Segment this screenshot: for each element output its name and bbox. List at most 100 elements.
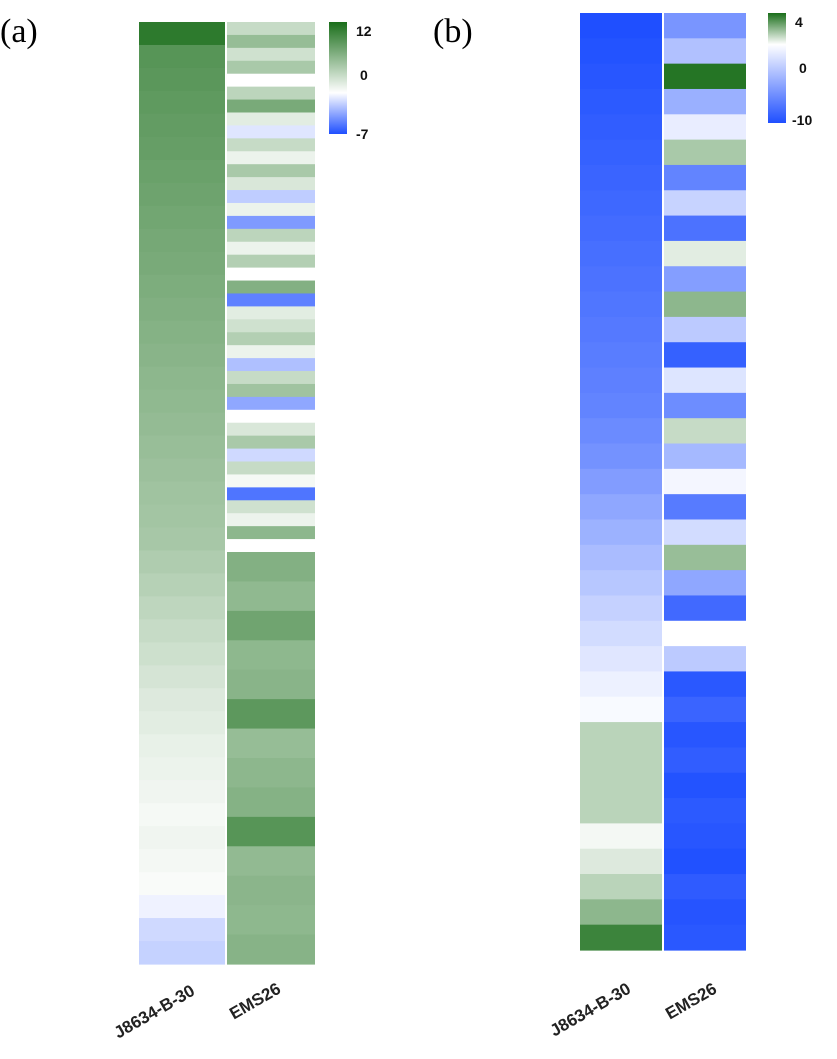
heatmap-b-col1-cell: [580, 63, 662, 90]
heatmap-b-col2-cell: [664, 342, 746, 369]
heatmap-b-col2-cell: [664, 595, 746, 622]
heatmap-b-col2-cell: [664, 190, 746, 217]
panel-a: (a) 12 0 -7 J8634-B-30 EMS26: [0, 13, 372, 1042]
heatmap-b-col2-cell: [664, 722, 746, 748]
heatmap-a-col2-cell: [227, 383, 315, 398]
heatmap-b-col2-cell: [664, 240, 746, 267]
heatmap-a-col2-lower-cell: [227, 934, 315, 965]
heatmap-a-col1-cell: [139, 642, 225, 666]
heatmap-a-col1-cell: [139, 458, 225, 483]
heatmap-a-col2-cell: [227, 526, 315, 540]
heatmap-b-col1-cell: [580, 671, 662, 698]
heatmap-a-col2-cell: [227, 99, 315, 114]
heatmap-a-col1-cell: [139, 366, 225, 391]
heatmap-a-col2-cell: [227, 487, 315, 501]
heatmap-a-col1-cell: [139, 412, 225, 437]
heatmap-a-col1-cell: [139, 711, 225, 735]
heatmap-b-col2-cell: [664, 13, 746, 39]
heatmap-a-col2-cell: [227, 112, 315, 127]
column-label-a-1: J8634-B-30: [111, 981, 198, 1042]
heatmap-b-col1-cell: [580, 266, 662, 293]
heatmap-a-col2-cell: [227, 190, 315, 204]
heatmap-b-col1-cell: [580, 823, 662, 850]
heatmap-b-col1-cell: [580, 544, 662, 571]
heatmap-a-col2-cell: [227, 306, 315, 320]
heatmap-b-col1-cell: [580, 392, 662, 419]
heatmap-a-col2-cell: [227, 60, 315, 75]
heatmap-a-col1-cell: [139, 113, 225, 138]
heatmap-a-col2-cell: [227, 202, 315, 217]
heatmap-a-col1-cell: [139, 550, 225, 575]
heatmap-a-col1-cell: [139, 665, 225, 689]
heatmap-a-col1-cell: [139, 780, 225, 804]
heatmap-b-col2-cell: [664, 823, 746, 850]
heatmap-b-col2-cell: [664, 696, 746, 723]
heatmap-a-col2-cell: [227, 267, 315, 282]
heatmap-a-col1-cell: [139, 343, 225, 368]
heatmap-a-col1-cell: [139, 504, 225, 529]
heatmap-a-col2-lower-cell: [227, 610, 315, 641]
heatmap-b-col1-cell: [580, 114, 662, 141]
heatmap-b-col2-cell: [664, 63, 746, 90]
heatmap-a-col1-cell: [139, 22, 225, 46]
heatmap-b-cells: [580, 13, 746, 951]
colorbar-b-tick-mid: 0: [799, 60, 807, 76]
heatmap-a-col2-cell: [227, 293, 315, 307]
colorbar-b-tick-min: -10: [792, 112, 812, 128]
heatmap-b-col1-cell: [580, 696, 662, 723]
heatmap-a-col2-cell: [227, 396, 315, 411]
colorbar-a-tick-min: -7: [356, 126, 369, 142]
column-label-b-1: J8634-B-30: [547, 979, 634, 1040]
heatmap-a-col2-lower-cell: [227, 669, 315, 700]
colorbar-a-tick-mid: 0: [360, 67, 368, 83]
heatmap-a-col1-cell: [139, 619, 225, 643]
heatmap-b-col1-cell: [580, 595, 662, 622]
heatmap-b-col2-cell: [664, 671, 746, 698]
heatmap-a-col2-cell: [227, 332, 315, 346]
heatmap-b-col2-cell: [664, 544, 746, 571]
heatmap-b-col1-cell: [580, 38, 662, 65]
panel-b-label: (b): [433, 13, 473, 50]
heatmap-a-col2-cell: [227, 73, 315, 88]
heatmap-b-col2-cell: [664, 367, 746, 394]
heatmap-b-col1-cell: [580, 798, 662, 824]
heatmap-a-col2-cell: [227, 241, 315, 256]
heatmap-b-col2-cell: [664, 747, 746, 774]
heatmap-a-col1-cell: [139, 596, 225, 620]
heatmap-b-col2-cell: [664, 266, 746, 293]
heatmap-b-col1-cell: [580, 443, 662, 470]
heatmap-b-col2-cell: [664, 392, 746, 419]
heatmap-a-col1-cell: [139, 320, 225, 345]
heatmap-a-col2-cell: [227, 254, 315, 269]
heatmap-b-col2-cell: [664, 646, 746, 673]
heatmap-a-col1-cell: [139, 435, 225, 460]
heatmap-a-col2-cell: [227, 47, 315, 62]
heatmap-a-col2-cell: [227, 435, 315, 450]
heatmap-a-col2-lower-cell: [227, 552, 315, 583]
heatmap-a-col2-cell: [227, 164, 315, 178]
heatmap-b-col2-cell: [664, 620, 746, 647]
heatmap-b-col1-cell: [580, 88, 662, 115]
heatmap-b-col2-cell: [664, 139, 746, 166]
heatmap-b-col2-cell: [664, 164, 746, 191]
heatmap-a-col1-cell: [139, 67, 225, 92]
heatmap-a-col2-cell: [227, 215, 315, 230]
heatmap-a-col2-cell: [227, 474, 315, 488]
colorbar-b: [768, 13, 786, 123]
heatmap-a-col2-cell: [227, 345, 315, 359]
heatmap-a-cells: [139, 22, 315, 965]
heatmap-a-col2-cell: [227, 22, 315, 36]
heatmap-b-col1-cell: [580, 924, 662, 951]
heatmap-a-col2-lower-cell: [227, 787, 315, 818]
heatmap-a-col1-cell: [139, 182, 225, 207]
heatmap-a-col2-lower-cell: [227, 816, 315, 847]
heatmap-a-col1-cell: [139, 918, 225, 942]
heatmap-a-col1-cell: [139, 826, 225, 850]
heatmap-b-col2-cell: [664, 874, 746, 900]
heatmap-b-col1-cell: [580, 874, 662, 900]
heatmap-a-col1-cell: [139, 734, 225, 758]
heatmap-b-col2-cell: [664, 443, 746, 470]
heatmap-b-col1-cell: [580, 367, 662, 394]
heatmap-a-col2-cell: [227, 539, 315, 553]
